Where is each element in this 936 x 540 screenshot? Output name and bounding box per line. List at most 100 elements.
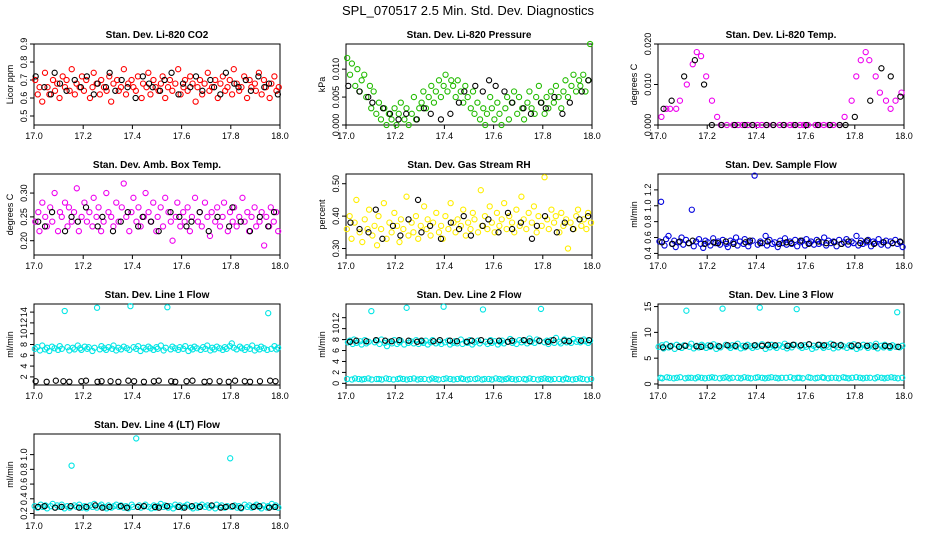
data-point (830, 121, 837, 129)
data-point (454, 216, 461, 223)
data-point (145, 69, 152, 76)
data-point (726, 375, 733, 382)
data-point (496, 375, 503, 383)
data-point (566, 99, 573, 106)
data-point (440, 375, 447, 383)
data-point (393, 121, 400, 129)
data-point (758, 342, 766, 349)
data-point (196, 76, 204, 84)
panel-title: Stan. Dev. Gas Stream RH (407, 160, 530, 171)
data-point (63, 87, 70, 94)
data-point (660, 105, 667, 112)
data-point (543, 337, 551, 344)
data-point (370, 88, 377, 95)
data-point (161, 76, 168, 84)
data-point (714, 239, 722, 247)
data-point (429, 336, 436, 344)
data-point (658, 239, 666, 246)
data-point (137, 347, 144, 355)
data-point (51, 189, 58, 197)
data-point (724, 243, 732, 251)
data-point (683, 307, 690, 314)
data-point (107, 378, 114, 385)
data-point (891, 374, 898, 381)
data-point (853, 73, 860, 80)
data-point (58, 345, 65, 352)
data-point (693, 48, 700, 56)
data-point (380, 200, 388, 207)
data-point (246, 228, 254, 235)
data-point (361, 71, 368, 78)
data-point (151, 503, 159, 511)
data-point (880, 239, 887, 246)
data-point (556, 375, 563, 383)
data-point (400, 375, 407, 383)
data-point (133, 435, 140, 442)
data-point (96, 346, 103, 353)
data-point (528, 105, 535, 112)
data-point (787, 374, 794, 381)
data-point (742, 343, 749, 350)
data-point (698, 343, 705, 350)
data-point (275, 504, 282, 511)
data-point (192, 98, 199, 105)
data-point (90, 69, 97, 76)
x-tick-label: 17.0 (649, 261, 667, 271)
data-point (94, 80, 101, 87)
data-point (790, 341, 797, 348)
data-point (165, 208, 172, 216)
data-point (723, 374, 730, 381)
data-point (145, 208, 152, 216)
data-point (420, 88, 427, 95)
y-axis-label: kPa (317, 77, 327, 93)
data-point (508, 337, 516, 344)
data-point (246, 378, 254, 385)
data-point (428, 82, 435, 90)
data-point (105, 208, 112, 216)
data-point (848, 97, 855, 104)
data-point (183, 378, 190, 385)
data-point (135, 204, 142, 211)
data-point (414, 376, 421, 383)
data-point (582, 88, 589, 95)
data-point (226, 76, 233, 84)
data-point (82, 204, 90, 211)
data-point (275, 228, 282, 235)
data-point (90, 194, 97, 201)
data-point (545, 105, 552, 112)
data-point (479, 306, 487, 313)
data-point (468, 337, 476, 344)
data-point (572, 375, 580, 383)
data-point (870, 240, 878, 248)
data-point (48, 208, 56, 216)
data-point (275, 84, 282, 91)
data-point (665, 232, 672, 240)
data-point (835, 375, 843, 382)
data-point (46, 347, 53, 355)
data-point (34, 91, 41, 98)
data-point (250, 503, 257, 511)
data-point (49, 76, 57, 84)
data-point (106, 73, 113, 80)
data-point (520, 216, 527, 223)
x-tick-label: 18.0 (271, 521, 289, 531)
series-black (347, 196, 592, 242)
x-tick-label: 18.0 (583, 391, 601, 401)
data-point (452, 93, 459, 101)
y-tick-label: 0.8 (19, 56, 29, 69)
data-point (779, 239, 786, 247)
data-point (379, 105, 387, 112)
data-point (576, 375, 584, 382)
data-point (862, 48, 869, 56)
data-point (426, 376, 433, 383)
y-tick-label: 0.7 (19, 74, 29, 87)
data-point (683, 81, 690, 88)
data-point (238, 84, 245, 91)
data-point (373, 110, 380, 117)
data-point (820, 374, 828, 381)
y-axis-label: ml/min (5, 331, 15, 358)
data-point (853, 374, 860, 381)
data-point (477, 336, 485, 344)
y-tick-label: 0.30 (19, 184, 29, 202)
